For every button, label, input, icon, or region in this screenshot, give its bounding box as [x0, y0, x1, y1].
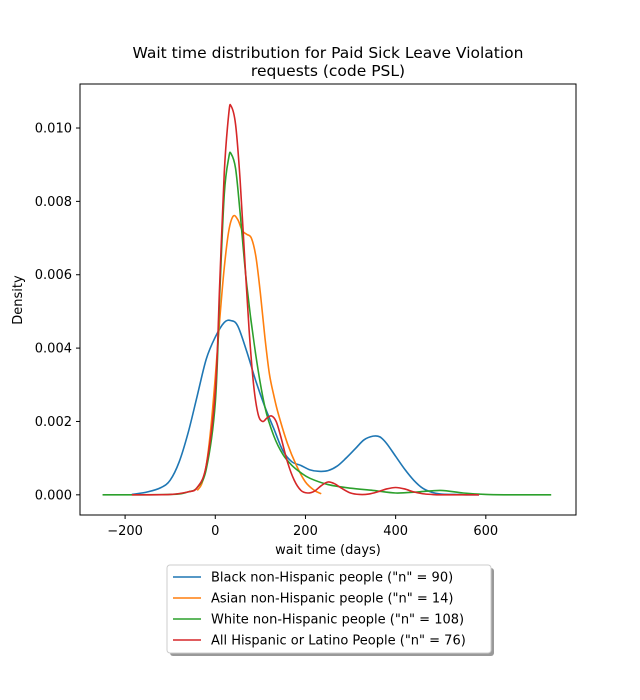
x-axis-label: wait time (days): [275, 543, 381, 558]
legend-entry-label: Black non-Hispanic people ("n" = 90): [211, 571, 453, 586]
x-tick-label: −200: [107, 524, 143, 539]
legend-entry-label: All Hispanic or Latino People ("n" = 76): [211, 634, 466, 649]
y-tick-label: 0.004: [35, 342, 72, 357]
chart-subtitle: requests (code PSL): [251, 62, 405, 80]
x-tick-label: 600: [473, 524, 498, 539]
chart-title: Wait time distribution for Paid Sick Lea…: [133, 44, 524, 62]
legend-entry-label: Asian non-Hispanic people ("n" = 14): [211, 592, 454, 607]
y-tick-label: 0.002: [35, 415, 72, 430]
legend-frame: [166, 564, 492, 654]
plot-frame: [79, 83, 577, 516]
series-line-asian-non-hispanic-people-n-14: [196, 214, 322, 495]
x-tick-label: 400: [383, 524, 408, 539]
series-line-all-hispanic-or-latino-people-n-76: [131, 103, 480, 496]
x-tick-label: 0: [211, 524, 219, 539]
x-axis: −200 0 200 400 600: [107, 515, 498, 539]
series-line-white-non-hispanic-people-n-108: [102, 151, 552, 496]
y-tick-label: 0.006: [35, 268, 72, 283]
y-axis: 0.000 0.002 0.004 0.006 0.008 0.010: [35, 122, 80, 503]
y-tick-label: 0.010: [35, 122, 72, 137]
legend: Black non-Hispanic people ("n" = 90) Asia…: [166, 564, 494, 656]
x-tick-label: 200: [293, 524, 318, 539]
y-tick-label: 0.000: [35, 488, 72, 503]
legend-entry-label: White non-Hispanic people ("n" = 108): [211, 613, 464, 628]
y-tick-label: 0.008: [35, 195, 72, 210]
y-axis-label: Density: [11, 275, 26, 325]
series-line-black-non-hispanic-people-n-90: [131, 319, 480, 496]
plot-area: [102, 103, 552, 496]
